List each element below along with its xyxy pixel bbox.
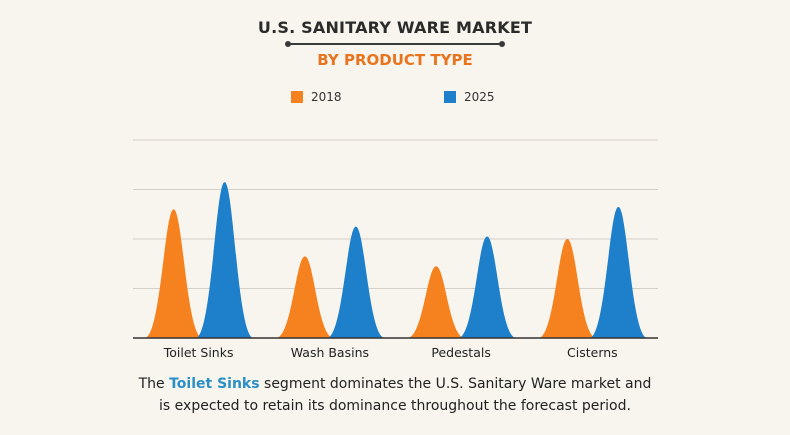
peak-2025-wash-basins xyxy=(326,226,385,338)
x-tick-label: Wash Basins xyxy=(291,345,369,360)
chart-caption: The Toilet Sinks segment dominates the U… xyxy=(0,373,790,417)
legend-item-2025: 2025 xyxy=(444,90,495,104)
peak-2025-pedestals xyxy=(458,236,517,338)
chart-title: U.S. SANITARY WARE MARKET xyxy=(257,18,533,37)
caption-highlight: Toilet Sinks xyxy=(169,376,260,392)
x-tick-label: Toilet Sinks xyxy=(163,345,234,360)
title-divider xyxy=(285,41,505,47)
peak-2018-pedestals xyxy=(407,266,466,338)
peak-2018-toilet-sinks xyxy=(144,209,203,338)
peak-2025-cisterns xyxy=(589,206,648,338)
legend-swatch-2018 xyxy=(291,91,303,103)
peak-2018-cisterns xyxy=(538,239,597,338)
legend-item-2018: 2018 xyxy=(291,90,342,104)
peak-2025-toilet-sinks xyxy=(195,182,254,338)
caption-line2: is expected to retain its dominance thro… xyxy=(159,398,631,414)
legend-label-2025: 2025 xyxy=(464,90,495,104)
legend-swatch-2025 xyxy=(444,91,456,103)
x-tick-label: Pedestals xyxy=(431,345,490,360)
chart-subtitle: BY PRODUCT TYPE xyxy=(317,51,473,69)
caption-prefix: The xyxy=(138,376,170,392)
x-tick-label: Cisterns xyxy=(567,345,618,360)
caption-line1-rest: segment dominates the U.S. Sanitary Ware… xyxy=(259,376,652,392)
legend-label-2018: 2018 xyxy=(311,90,342,104)
peak-2018-wash-basins xyxy=(275,256,334,338)
